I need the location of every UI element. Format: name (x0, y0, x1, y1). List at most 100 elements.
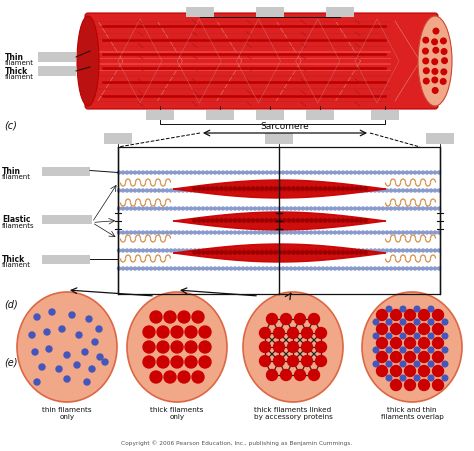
Circle shape (400, 361, 406, 367)
Circle shape (438, 207, 440, 211)
Circle shape (234, 172, 237, 175)
Circle shape (292, 220, 295, 223)
Circle shape (419, 380, 429, 391)
Circle shape (413, 267, 417, 271)
Circle shape (285, 267, 289, 271)
FancyBboxPatch shape (85, 14, 438, 110)
Circle shape (283, 188, 286, 191)
Circle shape (254, 267, 256, 271)
Circle shape (301, 189, 304, 193)
Circle shape (301, 207, 304, 211)
Circle shape (318, 267, 320, 271)
Circle shape (337, 267, 340, 271)
Circle shape (165, 189, 168, 193)
Circle shape (229, 189, 233, 193)
Circle shape (287, 220, 291, 223)
Circle shape (246, 249, 248, 253)
Circle shape (157, 249, 161, 253)
Circle shape (423, 38, 428, 44)
Text: Sarcomere: Sarcomere (261, 122, 310, 131)
Circle shape (137, 189, 140, 193)
Circle shape (321, 267, 325, 271)
Circle shape (301, 172, 304, 175)
Circle shape (234, 189, 237, 193)
Circle shape (365, 249, 368, 253)
Circle shape (404, 338, 416, 349)
Circle shape (273, 172, 276, 175)
Circle shape (164, 311, 176, 323)
Circle shape (199, 326, 211, 338)
Circle shape (349, 207, 353, 211)
Circle shape (126, 207, 128, 211)
Circle shape (170, 207, 173, 211)
Circle shape (229, 267, 233, 271)
Circle shape (341, 172, 345, 175)
Circle shape (429, 231, 432, 235)
Circle shape (354, 267, 356, 271)
Circle shape (334, 172, 337, 175)
Circle shape (428, 375, 434, 381)
Circle shape (391, 380, 401, 391)
Circle shape (142, 249, 145, 253)
Circle shape (218, 189, 220, 193)
Circle shape (385, 207, 389, 211)
Circle shape (313, 231, 317, 235)
Circle shape (118, 207, 120, 211)
Circle shape (190, 172, 192, 175)
Text: Copyright © 2006 Pearson Education, Inc., publishing as Benjamin Cummings.: Copyright © 2006 Pearson Education, Inc.… (121, 439, 353, 445)
Circle shape (426, 231, 428, 235)
Circle shape (221, 267, 225, 271)
Circle shape (405, 249, 409, 253)
Circle shape (254, 172, 256, 175)
Circle shape (241, 172, 245, 175)
Circle shape (334, 231, 337, 235)
Circle shape (226, 231, 228, 235)
Circle shape (229, 249, 233, 253)
Circle shape (76, 332, 82, 338)
Circle shape (210, 249, 212, 253)
Circle shape (178, 371, 190, 383)
Circle shape (201, 207, 204, 211)
Circle shape (326, 172, 328, 175)
Circle shape (234, 249, 237, 253)
Circle shape (332, 188, 336, 191)
Circle shape (418, 267, 420, 271)
Circle shape (265, 220, 268, 223)
Circle shape (142, 231, 145, 235)
Circle shape (405, 231, 409, 235)
Circle shape (182, 207, 184, 211)
Circle shape (190, 249, 192, 253)
Circle shape (118, 231, 120, 235)
Circle shape (290, 189, 292, 193)
Circle shape (404, 366, 416, 377)
Circle shape (349, 231, 353, 235)
Circle shape (215, 188, 219, 191)
Text: Thin: Thin (2, 166, 21, 175)
Circle shape (414, 319, 420, 325)
Circle shape (84, 379, 90, 385)
Circle shape (262, 172, 264, 175)
Circle shape (273, 249, 276, 253)
Circle shape (364, 251, 367, 254)
Circle shape (171, 341, 183, 353)
Circle shape (305, 251, 309, 254)
Circle shape (249, 249, 253, 253)
Circle shape (287, 251, 291, 254)
Circle shape (274, 251, 277, 254)
Circle shape (391, 324, 401, 335)
Circle shape (137, 231, 140, 235)
Circle shape (162, 189, 164, 193)
Circle shape (283, 220, 286, 223)
Circle shape (410, 267, 412, 271)
Circle shape (365, 267, 368, 271)
Circle shape (185, 326, 197, 338)
Circle shape (346, 231, 348, 235)
Circle shape (374, 249, 376, 253)
Circle shape (428, 307, 434, 312)
Circle shape (185, 172, 189, 175)
Circle shape (329, 249, 332, 253)
Circle shape (321, 207, 325, 211)
Circle shape (270, 267, 273, 271)
Circle shape (143, 341, 155, 353)
Circle shape (306, 249, 309, 253)
